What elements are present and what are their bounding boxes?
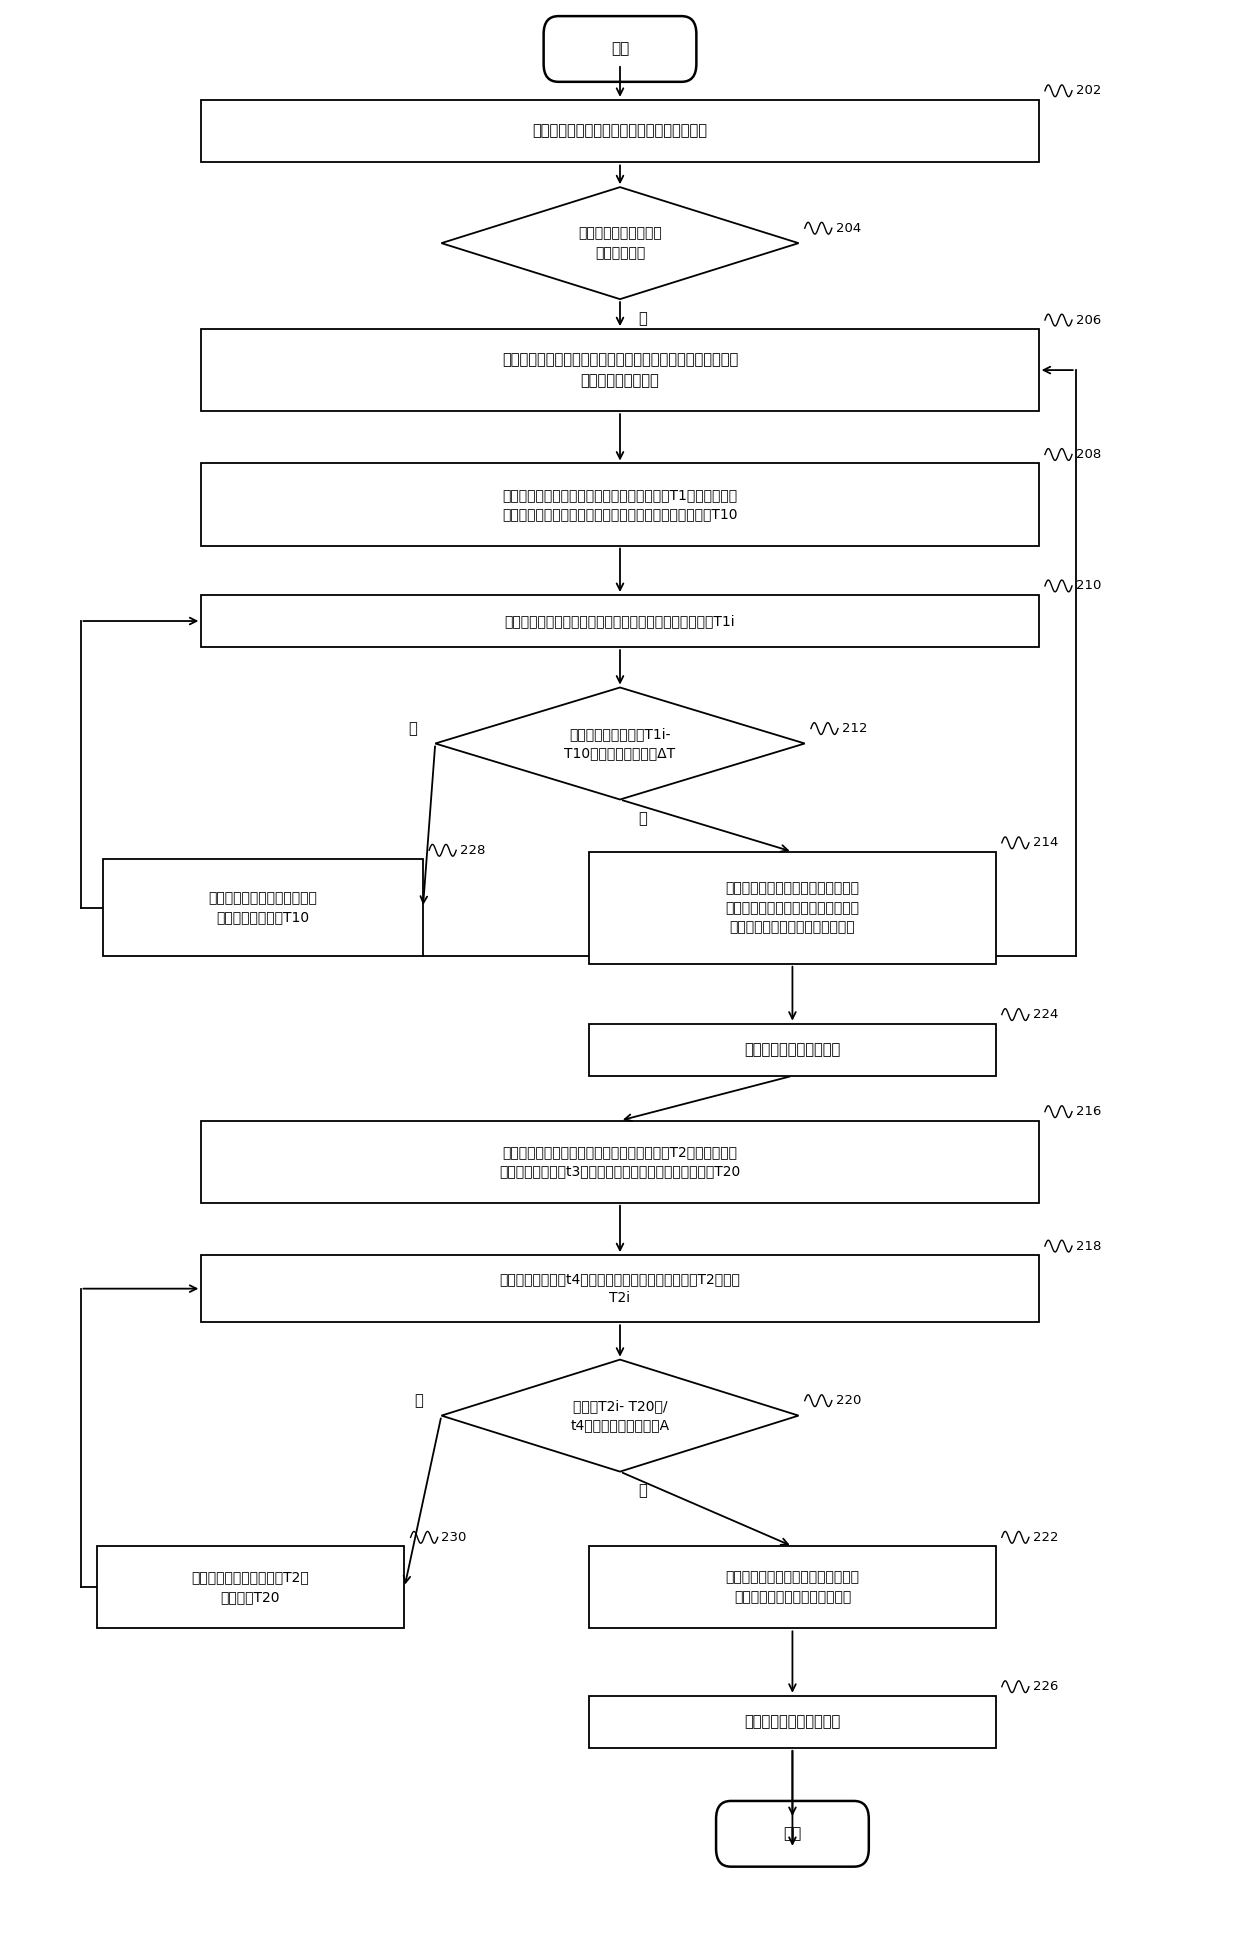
Polygon shape	[435, 688, 805, 799]
Text: 208: 208	[1076, 448, 1101, 460]
FancyBboxPatch shape	[201, 99, 1039, 162]
FancyBboxPatch shape	[201, 464, 1039, 546]
Text: 220: 220	[836, 1394, 861, 1408]
Text: 216: 216	[1076, 1106, 1101, 1117]
Text: 结束: 结束	[784, 1827, 801, 1841]
Text: 206: 206	[1076, 314, 1101, 326]
Text: 所检测到的蓄热器的温度T2重
新记录为T20: 所检测到的蓄热器的温度T2重 新记录为T20	[192, 1570, 309, 1605]
Text: 202: 202	[1076, 84, 1101, 98]
Text: 226: 226	[1033, 1681, 1058, 1693]
Text: 否: 否	[414, 1392, 423, 1408]
FancyBboxPatch shape	[715, 1802, 869, 1866]
Text: 230: 230	[441, 1531, 466, 1544]
FancyBboxPatch shape	[589, 1696, 996, 1747]
Text: 记录补水装置的补水时长，检测蓄热器的温度T2，在补水时长
达到第三预设时长t3时，将检测到的蓄热器的温度记录为T20: 记录补水装置的补水时长，检测蓄热器的温度T2，在补水时长 达到第三预设时长t3时…	[500, 1145, 740, 1178]
Text: 判断系统参数是否达到
预设化霜条件: 判断系统参数是否达到 预设化霜条件	[578, 226, 662, 259]
Text: 将温度检测装置检测的出口气
体温度重新记录为T10: 将温度检测装置检测的出口气 体温度重新记录为T10	[208, 891, 317, 924]
FancyBboxPatch shape	[201, 595, 1039, 647]
Text: 开始: 开始	[611, 41, 629, 57]
Text: 并在第四预设时长t4后，将所检测到的蓄热器的温度T2记录为
T2i: 并在第四预设时长t4后，将所检测到的蓄热器的温度T2记录为 T2i	[500, 1271, 740, 1305]
Text: 210: 210	[1076, 579, 1101, 593]
FancyBboxPatch shape	[543, 16, 697, 82]
Text: 224: 224	[1033, 1008, 1058, 1022]
Text: 是: 是	[639, 312, 647, 326]
Text: 判断（T2i- T20）/
t4是否小于等于预设值A: 判断（T2i- T20）/ t4是否小于等于预设值A	[570, 1398, 670, 1433]
Text: 228: 228	[460, 844, 485, 856]
Text: 判断出口气体温度差T1i-
T10是否大于预设温差ΔT: 判断出口气体温度差T1i- T10是否大于预设温差ΔT	[564, 727, 676, 760]
FancyBboxPatch shape	[589, 1024, 996, 1076]
Text: 214: 214	[1033, 837, 1058, 850]
Text: 推送并显示缺水补水信息: 推送并显示缺水补水信息	[744, 1041, 841, 1057]
Text: 并在第二预设时长后，将所检测到的出口气体温度记录为T1i: 并在第二预设时长后，将所检测到的出口气体温度记录为T1i	[505, 614, 735, 628]
FancyBboxPatch shape	[97, 1546, 404, 1628]
FancyBboxPatch shape	[589, 852, 996, 963]
Text: 222: 222	[1033, 1531, 1058, 1544]
Text: 是: 是	[639, 811, 647, 827]
Text: 控制电加热件停止工作，控制截止阀
开启，控制补水装置工作，控制四通
阀换向使空调器在制冷模式下化霜: 控制电加热件停止工作，控制截止阀 开启，控制补水装置工作，控制四通 阀换向使空调…	[725, 881, 859, 934]
Text: 空调器在制热模式下，检测空调器的系统参数: 空调器在制热模式下，检测空调器的系统参数	[532, 123, 708, 138]
FancyBboxPatch shape	[201, 1121, 1039, 1203]
FancyBboxPatch shape	[589, 1546, 996, 1628]
FancyBboxPatch shape	[201, 330, 1039, 411]
Text: 推送并显示补水完毕信息: 推送并显示补水完毕信息	[744, 1714, 841, 1730]
Text: 控制截止阀关闭，控制电加热件工作对蓄热器进行加热使空调
器在制热模式下化霜: 控制截止阀关闭，控制电加热件工作对蓄热器进行加热使空调 器在制热模式下化霜	[502, 353, 738, 388]
Text: 204: 204	[836, 222, 861, 234]
Text: 记录电加热件的工作时长，检测出口气体温度T1，在工作时长
达到第一预设时长时，将所检测到的出口气体温度记录为T10: 记录电加热件的工作时长，检测出口气体温度T1，在工作时长 达到第一预设时长时，将…	[502, 488, 738, 521]
Text: 218: 218	[1076, 1240, 1101, 1252]
Text: 否: 否	[408, 722, 417, 735]
Polygon shape	[441, 1359, 799, 1472]
Text: 212: 212	[842, 722, 867, 735]
FancyBboxPatch shape	[201, 1256, 1039, 1322]
FancyBboxPatch shape	[103, 860, 423, 956]
Polygon shape	[441, 187, 799, 298]
Text: 是: 是	[639, 1484, 647, 1498]
Text: 控制补水装置停止补水，控制四通阀
换向使空调器在制热模式下化霜: 控制补水装置停止补水，控制四通阀 换向使空调器在制热模式下化霜	[725, 1570, 859, 1605]
